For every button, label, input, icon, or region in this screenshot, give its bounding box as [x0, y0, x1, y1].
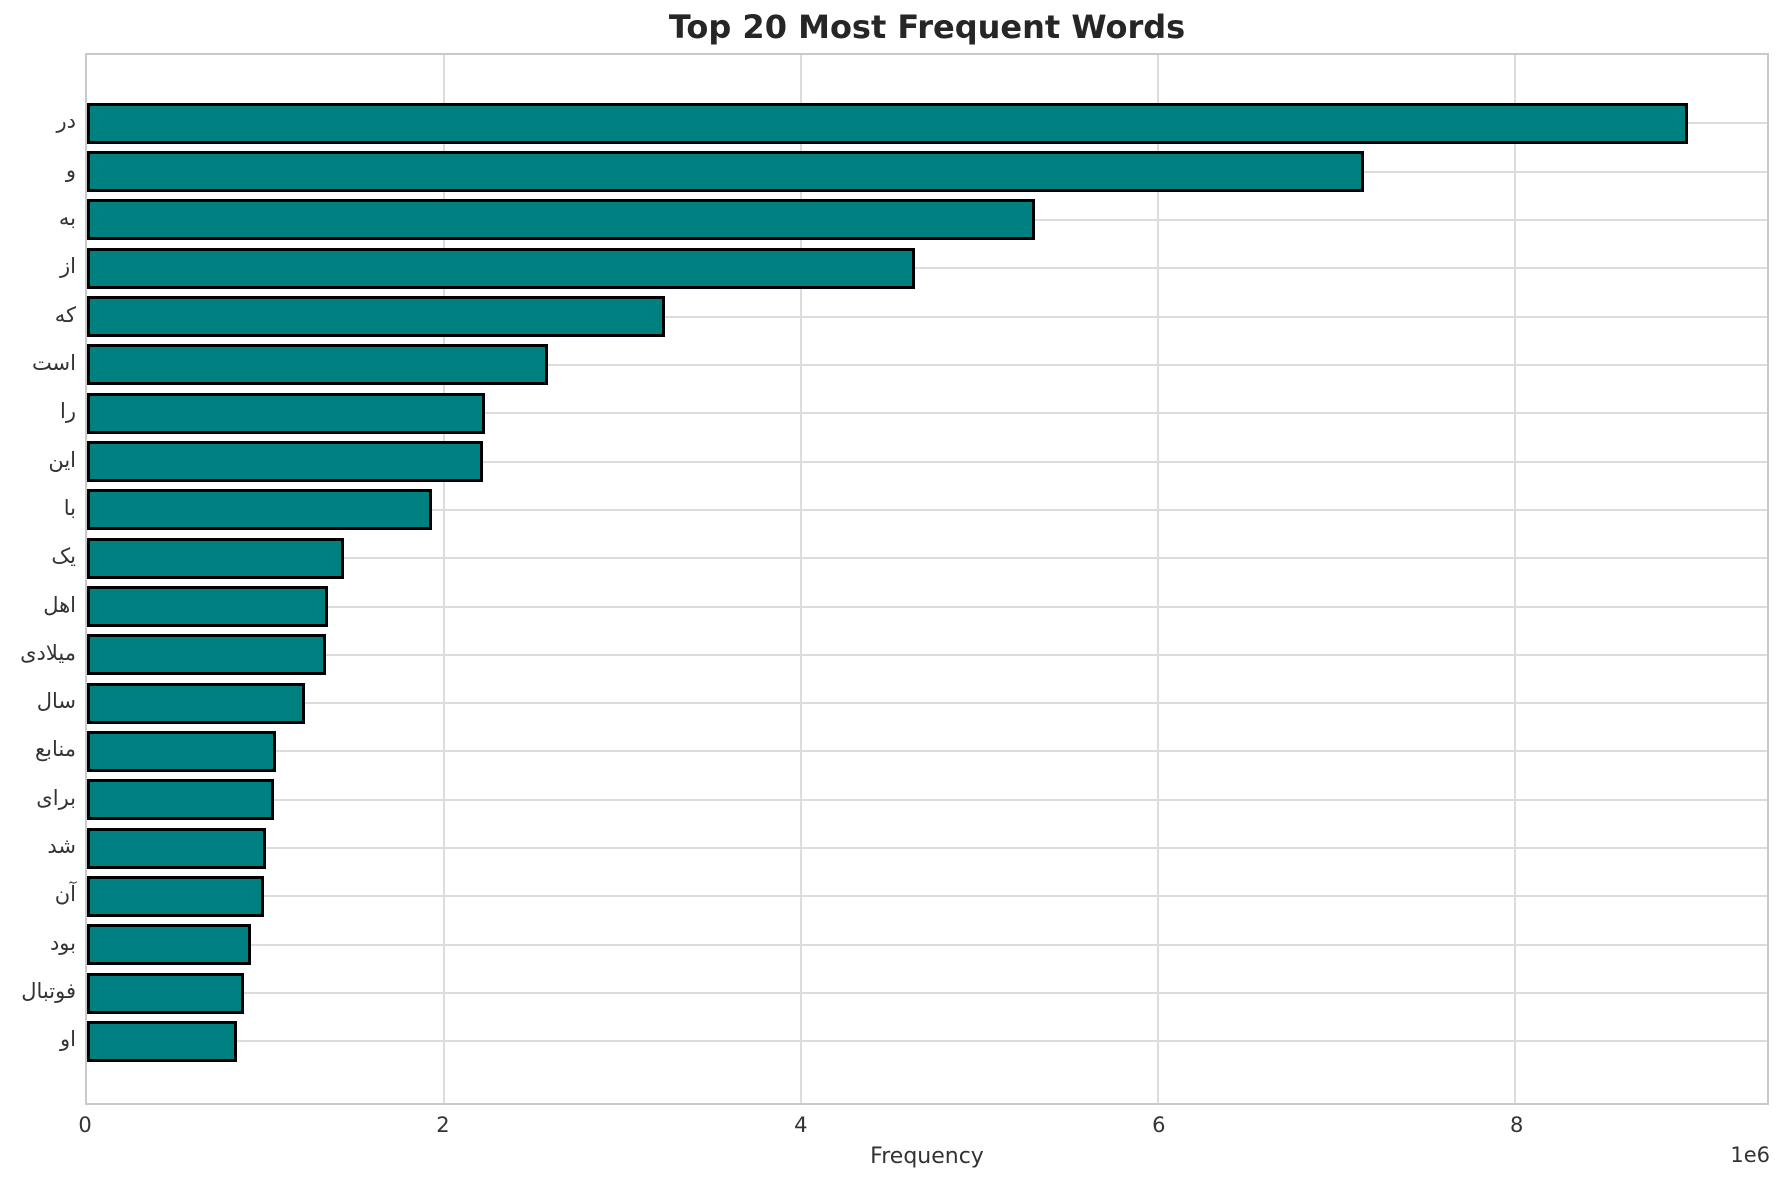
bar — [87, 199, 1035, 241]
y-tick-label: شد — [47, 834, 76, 859]
horizontal-gridline — [87, 508, 1767, 511]
x-tick-label: 8 — [1509, 1113, 1524, 1137]
vertical-gridline — [443, 55, 446, 1103]
bar — [87, 779, 275, 821]
y-tick-label: یک — [51, 544, 76, 569]
chart-title: Top 20 Most Frequent Words — [668, 8, 1186, 46]
horizontal-gridline — [87, 798, 1767, 801]
bar — [87, 344, 548, 386]
horizontal-gridline — [87, 895, 1767, 898]
y-tick-label: که — [54, 302, 76, 327]
horizontal-gridline — [87, 412, 1767, 415]
bar — [87, 441, 484, 482]
horizontal-gridline — [87, 943, 1767, 946]
vertical-gridline — [800, 55, 803, 1103]
bar — [87, 102, 1689, 144]
horizontal-gridline — [87, 557, 1767, 560]
y-tick-label: اهل — [43, 592, 76, 617]
plot-area — [85, 53, 1769, 1105]
y-tick-label: را — [60, 399, 76, 424]
y-tick-label: در — [56, 109, 77, 134]
y-tick-label: فوتبال — [21, 979, 76, 1004]
x-axis-label: Frequency — [870, 1144, 984, 1169]
x-tick-label: 4 — [794, 1113, 808, 1137]
horizontal-gridline — [87, 653, 1767, 656]
y-tick-label: این — [48, 447, 76, 472]
bar — [87, 875, 264, 917]
y-tick-label: آن — [54, 882, 76, 907]
y-tick-label: از — [60, 254, 76, 279]
y-tick-label: سال — [36, 689, 76, 714]
horizontal-gridline — [87, 702, 1767, 705]
horizontal-gridline — [87, 750, 1767, 753]
y-tick-label: است — [31, 350, 76, 375]
y-tick-label: منابع — [34, 737, 76, 762]
horizontal-gridline — [87, 605, 1767, 608]
horizontal-gridline — [87, 267, 1767, 270]
y-tick-label: و — [65, 157, 76, 182]
bar — [87, 537, 345, 579]
bar — [87, 682, 305, 724]
y-tick-label: میلادی — [20, 640, 76, 665]
bar — [87, 827, 266, 869]
vertical-gridline — [1157, 55, 1160, 1103]
bar — [87, 634, 327, 676]
bar — [87, 151, 1364, 193]
axis-offset-text: 1e6 — [1730, 1143, 1770, 1167]
y-tick-label: او — [60, 1027, 76, 1052]
bar — [87, 730, 277, 772]
y-tick-label: به — [58, 205, 76, 230]
y-tick-label: بود — [49, 930, 76, 955]
x-tick-label: 6 — [1152, 1113, 1166, 1137]
bar — [87, 296, 666, 338]
x-tick-label: 0 — [78, 1113, 92, 1137]
bar — [87, 972, 245, 1014]
bar — [87, 924, 252, 966]
y-tick-label: برای — [36, 785, 76, 810]
horizontal-gridline — [87, 363, 1767, 366]
bar — [87, 586, 329, 627]
bar — [87, 247, 916, 289]
vertical-gridline — [1514, 55, 1517, 1103]
horizontal-gridline — [87, 460, 1767, 463]
horizontal-gridline — [87, 847, 1767, 850]
x-tick-label: 2 — [436, 1113, 450, 1137]
horizontal-gridline — [87, 992, 1767, 995]
horizontal-gridline — [87, 315, 1767, 318]
y-tick-label: با — [63, 495, 76, 520]
bar — [87, 1020, 237, 1062]
bar — [87, 489, 432, 531]
horizontal-gridline — [87, 1040, 1767, 1043]
bar — [87, 392, 486, 434]
